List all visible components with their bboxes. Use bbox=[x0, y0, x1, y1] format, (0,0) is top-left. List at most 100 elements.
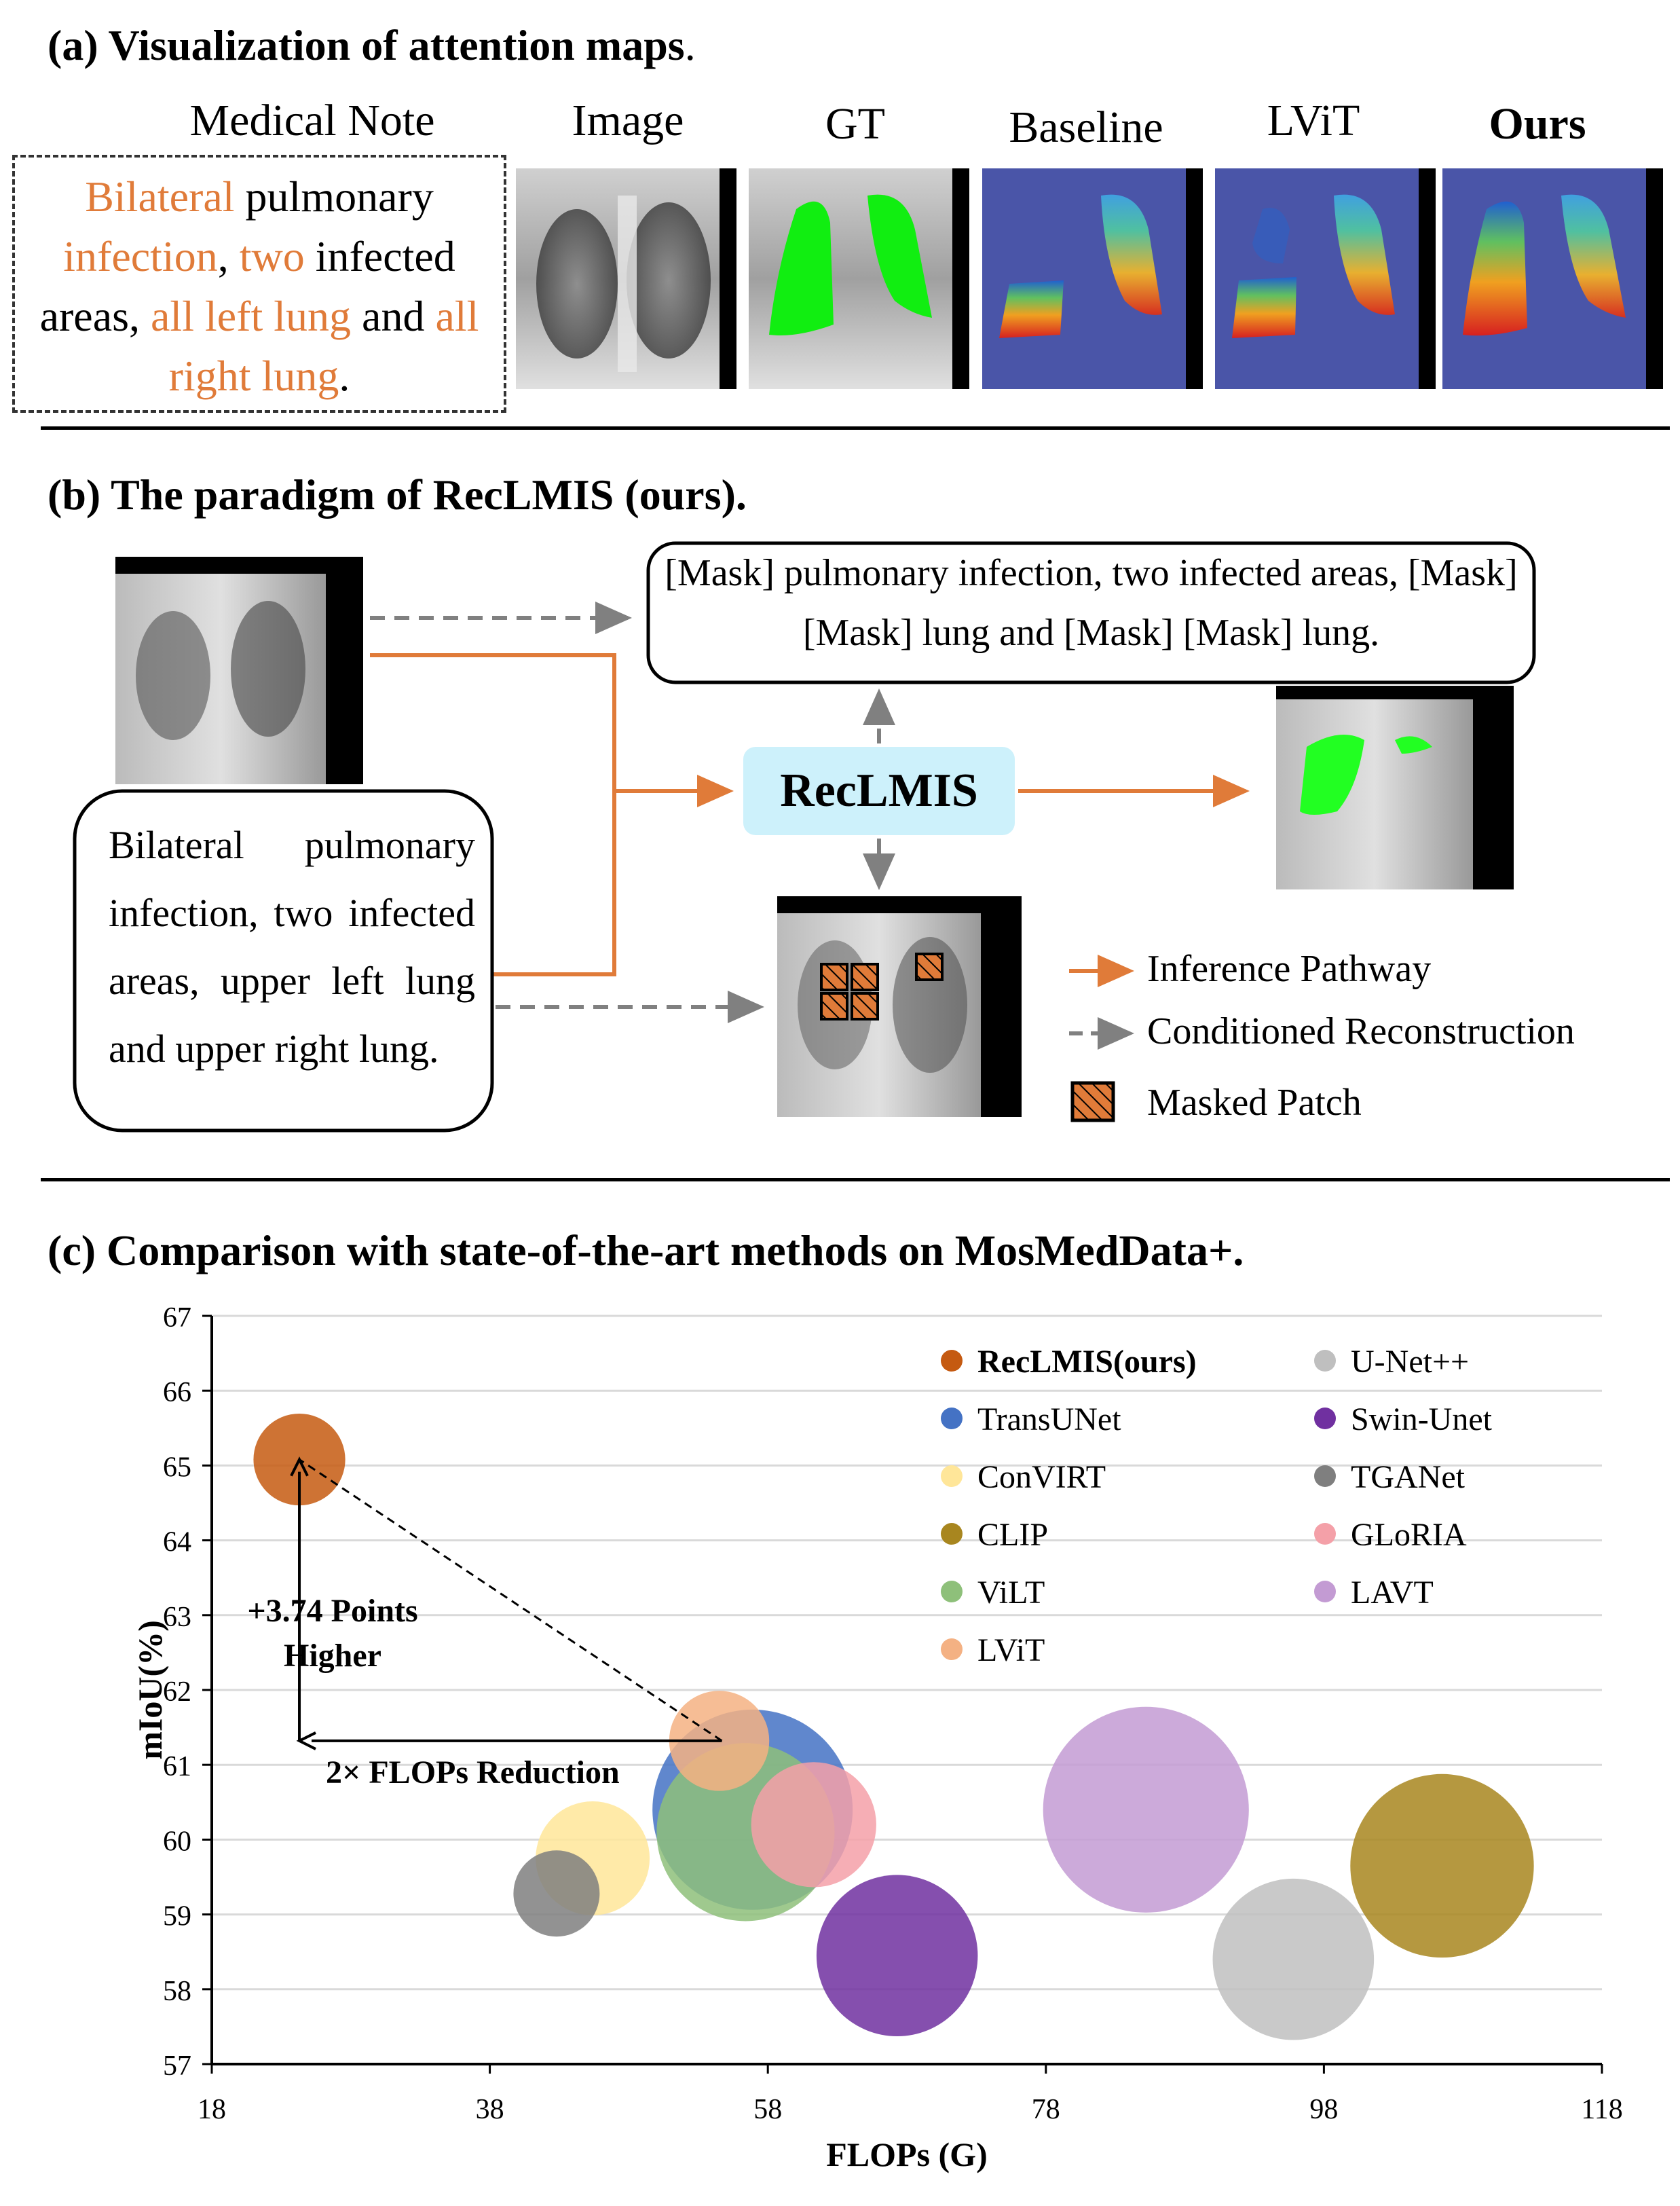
x-tick-label: 58 bbox=[753, 2094, 782, 2125]
bubble-swin-unet bbox=[816, 1875, 978, 2036]
inference-path-text bbox=[492, 791, 616, 976]
legend-marker bbox=[1314, 1581, 1336, 1602]
legend-marker bbox=[1314, 1465, 1336, 1487]
masked-patch bbox=[820, 963, 848, 991]
masked-patch bbox=[851, 992, 879, 1021]
legend-marker bbox=[941, 1465, 963, 1487]
legend-marker bbox=[941, 1523, 963, 1545]
legend-label: U-Net++ bbox=[1351, 1344, 1469, 1380]
bubble-u-net- bbox=[1212, 1878, 1375, 2040]
note-highlight: all left lung bbox=[151, 292, 352, 340]
note-highlight: Bilateral bbox=[85, 172, 235, 221]
bubble-gloria bbox=[751, 1762, 876, 1888]
masked-patch bbox=[851, 963, 879, 991]
ours-attention-thumb bbox=[1442, 168, 1663, 389]
masked-xray bbox=[777, 896, 1022, 1117]
legend-label: TransUNet bbox=[977, 1401, 1121, 1437]
inference-path-image bbox=[370, 653, 616, 791]
arrow-up-head bbox=[290, 1456, 309, 1477]
y-tick-label: 58 bbox=[163, 1976, 191, 2007]
legend-label: LViT bbox=[977, 1632, 1045, 1668]
note-highlight: infection bbox=[63, 232, 218, 280]
lvit-attention-thumb bbox=[1215, 168, 1436, 389]
y-tick-label: 60 bbox=[163, 1826, 191, 1857]
note-highlight: two bbox=[239, 232, 305, 280]
y-tick-label: 59 bbox=[163, 1901, 191, 1932]
chart-annotations bbox=[290, 1456, 723, 1750]
y-tick-label: 66 bbox=[163, 1377, 191, 1408]
legend-marker bbox=[941, 1581, 963, 1602]
paradigm-diagram bbox=[73, 541, 1536, 1133]
y-tick-label: 57 bbox=[163, 2051, 191, 2082]
note-text-segment: and bbox=[351, 292, 436, 340]
y-axis-label: mIoU(%) bbox=[131, 1620, 169, 1760]
divider-bottom bbox=[41, 1178, 1670, 1181]
legend-masked-icon bbox=[1070, 1081, 1115, 1122]
y-tick-label: 62 bbox=[163, 1676, 191, 1708]
note-text-segment: pulmonary bbox=[234, 172, 434, 221]
reclmis-label: RecLMIS bbox=[780, 765, 978, 817]
legend-inference-label: Inference Pathway bbox=[1147, 948, 1432, 990]
legend-label: ViLT bbox=[977, 1575, 1045, 1611]
panel-b-title: (b) The paradigm of RecLMIS (ours). bbox=[48, 471, 747, 519]
legend-marker bbox=[1314, 1523, 1336, 1545]
bubble-clip bbox=[1350, 1773, 1534, 1958]
masked-text: [Mask] pulmonary infection, two infected… bbox=[665, 552, 1518, 654]
bubble-lavt bbox=[1043, 1706, 1249, 1913]
masked-patch bbox=[820, 992, 848, 1021]
legend-marker bbox=[941, 1638, 963, 1660]
legend-label: ConVIRT bbox=[977, 1459, 1106, 1495]
legend-marker bbox=[1314, 1350, 1336, 1372]
y-tick-label: 64 bbox=[163, 1527, 191, 1558]
col-label-lvit: LViT bbox=[1267, 96, 1360, 145]
chart-axes: 57 58 59 60 61 62 63 64 65 66 67 18 38 58 78 98 118 bbox=[163, 1302, 1623, 2125]
col-label-medical-note: Medical Note bbox=[189, 96, 435, 145]
output-segmentation bbox=[1276, 686, 1514, 889]
legend-label: RecLMIS(ours) bbox=[977, 1344, 1197, 1380]
reclmis-model-box[interactable] bbox=[743, 747, 1015, 835]
panel-a-title-period: . bbox=[684, 21, 696, 69]
legend-marker bbox=[941, 1350, 963, 1372]
panel-c-title: (c) Comparison with state-of-the-art met… bbox=[48, 1226, 1244, 1274]
legend-masked-label: Masked Patch bbox=[1147, 1082, 1362, 1124]
panel-a-title-main: (a) Visualization of attention maps bbox=[48, 21, 685, 69]
legend-label: Swin-Unet bbox=[1351, 1401, 1493, 1437]
col-label-baseline: Baseline bbox=[1009, 103, 1163, 152]
note-text-segment: , bbox=[217, 232, 240, 280]
masked-text-box bbox=[646, 541, 1536, 684]
y-tick-label: 61 bbox=[163, 1751, 191, 1782]
annotation-flops: 2× FLOPs Reduction bbox=[326, 1754, 620, 1790]
medical-note-box: Bilateral pulmonary infection, two infec… bbox=[12, 155, 506, 413]
note-highlight: all right lung bbox=[168, 292, 479, 400]
legend-reconstruction-label: Conditioned Reconstruction bbox=[1147, 1010, 1575, 1052]
x-tick-label: 18 bbox=[198, 2094, 226, 2125]
arrow-left-head bbox=[296, 1731, 316, 1750]
dashed-comparison-line bbox=[299, 1458, 723, 1742]
attention-maps-row bbox=[516, 168, 1663, 389]
note-text-segment: . bbox=[339, 352, 350, 400]
panel-a-title: (a) Visualization of attention maps. bbox=[48, 20, 696, 71]
gt-mask-thumb bbox=[749, 168, 969, 389]
col-label-gt: GT bbox=[825, 99, 885, 149]
chart-labels: FLOPs (G) mIoU(%) bbox=[131, 1620, 988, 2173]
divider-top bbox=[41, 426, 1670, 430]
xray-image-thumb bbox=[516, 168, 736, 389]
masked-patch bbox=[915, 953, 944, 981]
bubble-tganet bbox=[513, 1850, 600, 1937]
y-tick-label: 67 bbox=[163, 1302, 191, 1334]
x-axis-label: FLOPs (G) bbox=[826, 2135, 987, 2173]
annotation-higher: +3.74 Points Higher bbox=[247, 1593, 418, 1674]
y-tick-label: 65 bbox=[163, 1452, 191, 1483]
input-text: Bilateral pulmonary infection, two infec… bbox=[109, 823, 475, 1071]
legend-label: CLIP bbox=[977, 1517, 1048, 1553]
x-tick-label: 98 bbox=[1309, 2094, 1338, 2125]
x-tick-label: 118 bbox=[1581, 2094, 1622, 2125]
baseline-attention-thumb bbox=[982, 168, 1203, 389]
input-xray bbox=[115, 557, 363, 784]
legend-label: GLoRIA bbox=[1351, 1517, 1467, 1553]
input-text-box bbox=[73, 789, 494, 1133]
bubble-chart: 57 58 59 60 61 62 63 64 65 66 67 18 38 58 78 98 118 RecL… bbox=[131, 1302, 1623, 2173]
chart-legend: RecLMIS(ours) U-Net++ TransUNet Swin-Unet Co… bbox=[941, 1344, 1493, 1668]
chart-bubbles bbox=[253, 1414, 1534, 2040]
legend-label: LAVT bbox=[1351, 1575, 1434, 1611]
